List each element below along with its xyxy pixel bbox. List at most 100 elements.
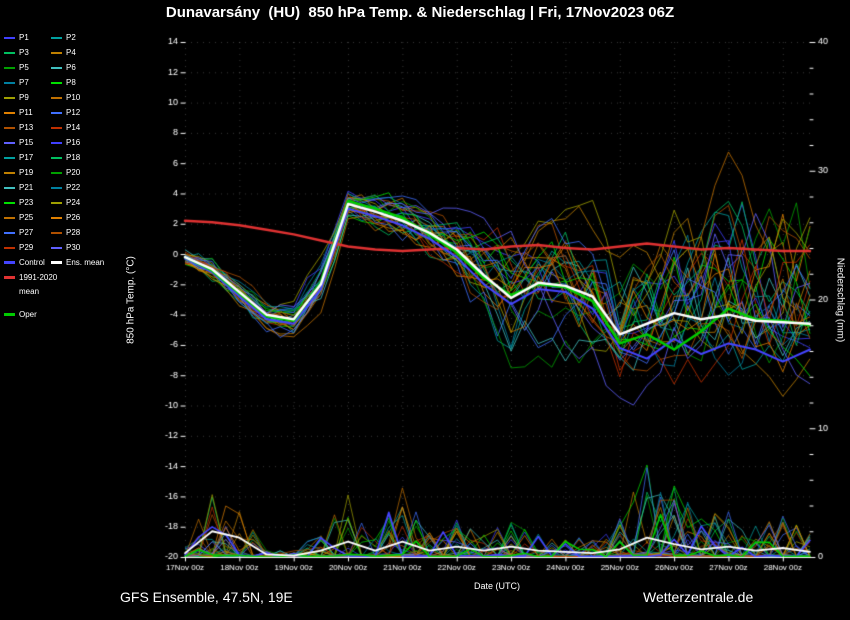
legend-label: P25	[19, 213, 34, 222]
legend-item-p28: P28	[51, 228, 98, 237]
legend-color-swatch	[4, 261, 15, 264]
legend-label: P13	[19, 123, 34, 132]
legend-item-p9: P9	[4, 93, 51, 102]
legend-item-p14: P14	[51, 123, 98, 132]
legend-color-swatch	[4, 81, 15, 84]
legend-color-swatch	[4, 201, 15, 204]
legend-item-ens-mean: Ens. mean	[51, 258, 104, 267]
legend-row-oper: Oper	[4, 307, 98, 322]
legend-item-p22: P22	[51, 183, 98, 192]
legend-item-p3: P3	[4, 48, 51, 57]
legend-color-swatch	[4, 186, 15, 189]
legend-label: P28	[66, 228, 81, 237]
legend-color-swatch	[4, 66, 15, 69]
legend-color-swatch	[4, 231, 15, 234]
legend-label: P15	[19, 138, 34, 147]
legend-label: P3	[19, 48, 29, 57]
legend-row: P23 P24	[4, 195, 98, 210]
legend-color-swatch	[4, 156, 15, 159]
legend-color-swatch	[4, 313, 15, 316]
legend-color-swatch	[4, 276, 15, 279]
legend-color-swatch	[51, 81, 62, 84]
legend-label: P8	[66, 78, 76, 87]
chart-title: Dunavarsány (HU) 850 hPa Temp. & Nieders…	[165, 4, 675, 21]
legend-item-p19: P19	[4, 168, 51, 177]
legend-row: P17 P18	[4, 150, 98, 165]
legend-label: P12	[66, 108, 81, 117]
legend-row: P15 P16	[4, 135, 98, 150]
legend-item-p30: P30	[51, 243, 98, 252]
legend-row: P3 P4	[4, 45, 98, 60]
legend-item-p2: P2	[51, 33, 98, 42]
legend-label: P20	[66, 168, 81, 177]
legend-color-swatch	[51, 96, 62, 99]
legend-row-control-mean: Control Ens. mean	[4, 255, 104, 270]
right-axis-label: Niederschlag (mm)	[834, 257, 846, 343]
legend-label: P14	[66, 123, 81, 132]
legend-row: P9 P10	[4, 90, 98, 105]
x-axis-label: Date (UTC)	[473, 581, 521, 591]
legend-item-1991-2020: 1991-2020	[4, 273, 57, 282]
legend-row: P21 P22	[4, 180, 98, 195]
legend-label: P9	[19, 93, 29, 102]
legend-label: P10	[66, 93, 81, 102]
legend-item-oper: Oper	[4, 310, 51, 319]
legend-label: Oper	[19, 310, 37, 319]
legend-label: P22	[66, 183, 81, 192]
legend-label: 1991-2020	[19, 273, 58, 282]
legend-item-p12: P12	[51, 108, 98, 117]
legend-label-climate-mean: mean	[19, 286, 40, 296]
legend-label: P6	[66, 63, 76, 72]
legend-item-p1: P1	[4, 33, 51, 42]
legend-label: P11	[19, 108, 33, 117]
legend-item-p23: P23	[4, 198, 51, 207]
legend-item-p25: P25	[4, 213, 51, 222]
legend-label: P21	[19, 183, 34, 192]
legend-label: P18	[66, 153, 81, 162]
legend-spacer	[4, 297, 98, 307]
legend-color-swatch	[51, 111, 62, 114]
legend-label: P24	[66, 198, 81, 207]
legend-item-p21: P21	[4, 183, 51, 192]
legend-item-p17: P17	[4, 153, 51, 162]
legend-row: P27 P28	[4, 225, 98, 240]
legend-item-control: Control	[4, 258, 51, 267]
legend-item-p13: P13	[4, 123, 51, 132]
legend-item-p18: P18	[51, 153, 98, 162]
legend-color-swatch	[51, 186, 62, 189]
legend-item-p10: P10	[51, 93, 98, 102]
legend-label: P5	[19, 63, 29, 72]
legend-item-p24: P24	[51, 198, 98, 207]
legend-row: P25 P26	[4, 210, 98, 225]
legend-color-swatch	[51, 201, 62, 204]
legend-item-p26: P26	[51, 213, 98, 222]
legend-color-swatch	[4, 111, 15, 114]
footer-site-name: Wetterzentrale.de	[643, 589, 754, 605]
legend-color-swatch	[4, 216, 15, 219]
legend-row: P13 P14	[4, 120, 98, 135]
legend-label: P2	[66, 33, 76, 42]
legend-label: P30	[66, 243, 81, 252]
legend-item-p6: P6	[51, 63, 98, 72]
legend-row: P7 P8	[4, 75, 98, 90]
legend-label: P7	[19, 78, 29, 87]
legend-item-p15: P15	[4, 138, 51, 147]
legend-item-p20: P20	[51, 168, 98, 177]
legend-row: P29 P30	[4, 240, 98, 255]
legend-label: P19	[19, 168, 34, 177]
legend-color-swatch	[51, 156, 62, 159]
legend-label: P17	[19, 153, 34, 162]
legend-row-climate: 1991-2020	[4, 270, 98, 285]
legend-row: P1 P2	[4, 30, 98, 45]
legend-color-swatch	[51, 231, 62, 234]
legend-color-swatch	[51, 126, 62, 129]
legend-row: P19 P20	[4, 165, 98, 180]
legend-label: Ens. mean	[66, 258, 105, 267]
legend-color-swatch	[51, 171, 62, 174]
legend-label: P1	[19, 33, 29, 42]
legend-color-swatch	[51, 51, 62, 54]
legend-item-p5: P5	[4, 63, 51, 72]
legend-label: P4	[66, 48, 76, 57]
legend-label: P26	[66, 213, 81, 222]
